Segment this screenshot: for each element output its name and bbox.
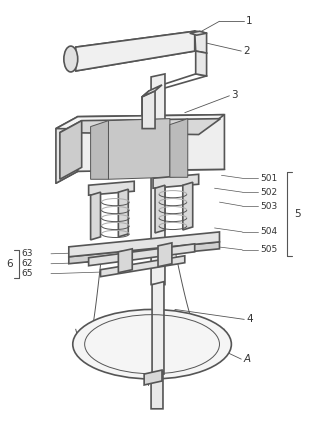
- Text: 3: 3: [231, 90, 238, 100]
- Polygon shape: [196, 51, 207, 76]
- Text: 1: 1: [246, 16, 253, 26]
- Polygon shape: [183, 182, 193, 230]
- Polygon shape: [158, 243, 172, 267]
- Polygon shape: [56, 117, 78, 183]
- Text: 504: 504: [260, 227, 277, 237]
- Polygon shape: [144, 370, 162, 385]
- Polygon shape: [155, 185, 165, 233]
- Polygon shape: [142, 85, 162, 97]
- Polygon shape: [60, 119, 220, 135]
- Polygon shape: [69, 242, 220, 264]
- Polygon shape: [170, 119, 188, 177]
- Text: 63: 63: [21, 249, 33, 258]
- Ellipse shape: [73, 310, 231, 379]
- Polygon shape: [195, 31, 207, 53]
- Polygon shape: [89, 181, 134, 195]
- Text: 2: 2: [243, 46, 250, 56]
- Polygon shape: [153, 174, 199, 188]
- Text: 505: 505: [260, 245, 277, 254]
- Text: 62: 62: [21, 259, 33, 268]
- Ellipse shape: [64, 46, 78, 72]
- Polygon shape: [152, 282, 164, 374]
- Polygon shape: [118, 249, 132, 273]
- Polygon shape: [78, 115, 224, 171]
- Polygon shape: [151, 74, 165, 284]
- Polygon shape: [91, 120, 108, 179]
- Text: 501: 501: [260, 174, 277, 183]
- Polygon shape: [76, 31, 195, 71]
- Polygon shape: [108, 119, 170, 179]
- Polygon shape: [151, 371, 163, 409]
- Polygon shape: [100, 256, 185, 276]
- Text: 5: 5: [294, 209, 300, 219]
- Polygon shape: [118, 189, 128, 237]
- Polygon shape: [69, 232, 220, 257]
- Text: 502: 502: [260, 188, 277, 197]
- Text: 65: 65: [21, 269, 33, 278]
- Polygon shape: [91, 192, 100, 240]
- Text: A: A: [243, 354, 250, 364]
- Text: 6: 6: [6, 259, 13, 269]
- Polygon shape: [190, 31, 207, 35]
- Polygon shape: [89, 244, 195, 266]
- Text: 4: 4: [246, 315, 253, 324]
- Polygon shape: [56, 115, 224, 131]
- Text: 503: 503: [260, 202, 277, 210]
- Polygon shape: [60, 120, 82, 179]
- Polygon shape: [142, 91, 155, 128]
